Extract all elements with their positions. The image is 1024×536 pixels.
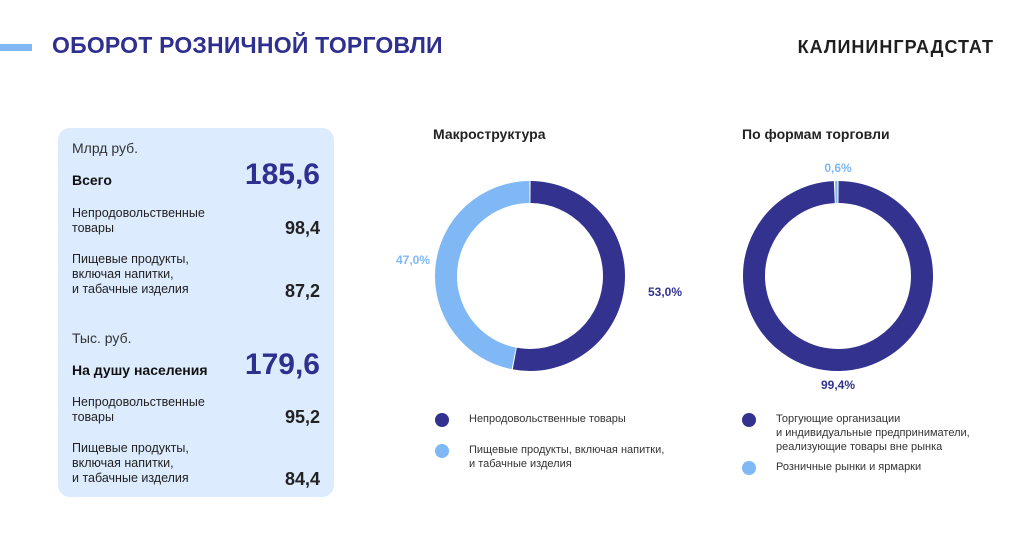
- nonfood2-value: 95,2: [284, 407, 320, 427]
- legend-text: Торгующие организации и индивидуальные п…: [776, 413, 970, 453]
- legend-text: Пищевые продукты, включая напитки, и таб…: [469, 444, 665, 470]
- legend-text: Непродовольственные товары: [469, 413, 626, 425]
- accent-bar: [0, 44, 32, 51]
- nonfood2-label: Непродовольственные товары: [72, 395, 205, 424]
- food-label: Пищевые продукты, включая напитки, и таб…: [72, 252, 189, 296]
- page-title: ОБОРОТ РОЗНИЧНОЙ ТОРГОВЛИ: [52, 32, 443, 58]
- percap-value: 179,6: [244, 348, 320, 381]
- legend-item-organizations: Торгующие организации и индивидуальные п…: [742, 412, 970, 454]
- legend-item-nonfood: Непродовольственные товары: [435, 412, 626, 427]
- legend-text: Розничные рынки и ярмарки: [776, 461, 922, 473]
- nonfood-label: Непродовольственные товары: [72, 206, 205, 235]
- unit-billion: Млрд руб.: [72, 140, 139, 156]
- total-label: Всего: [72, 172, 112, 188]
- food2-value: 84,4: [284, 469, 320, 489]
- total-value: 185,6: [244, 158, 320, 191]
- nonfood-value: 98,4: [284, 218, 320, 238]
- donut-slice-0-0: [512, 181, 625, 371]
- legend-dot-light: [742, 461, 756, 475]
- donut-slice-1-0: [742, 181, 933, 371]
- food-value: 87,2: [284, 281, 320, 301]
- brand-logo: КАЛИНИНГРАДСТАТ: [797, 37, 994, 57]
- unit-thousand: Тыс. руб.: [72, 330, 132, 346]
- slice-label-0-0: 53,0%: [648, 285, 682, 299]
- legend-dot-dark: [742, 413, 756, 427]
- chart-title-macro: Макроструктура: [433, 126, 546, 142]
- slice-label-0-1: 47,0%: [396, 253, 430, 267]
- percap-label: На душу населения: [72, 362, 208, 378]
- chart-title-forms: По формам торговли: [742, 126, 890, 142]
- legend-item-markets: Розничные рынки и ярмарки: [742, 460, 921, 475]
- summary-panel: Млрд руб. Всего 185,6 Непродовольственны…: [58, 128, 334, 497]
- legend-item-food: Пищевые продукты, включая напитки, и таб…: [435, 443, 664, 471]
- donut-slice-0-1: [435, 181, 530, 370]
- slice-label-1-0: 99,4%: [821, 378, 855, 392]
- legend-dot-dark: [435, 413, 449, 427]
- food2-label: Пищевые продукты, включая напитки, и таб…: [72, 441, 189, 485]
- legend-dot-light: [435, 444, 449, 458]
- slice-label-1-1: 0,6%: [824, 161, 852, 175]
